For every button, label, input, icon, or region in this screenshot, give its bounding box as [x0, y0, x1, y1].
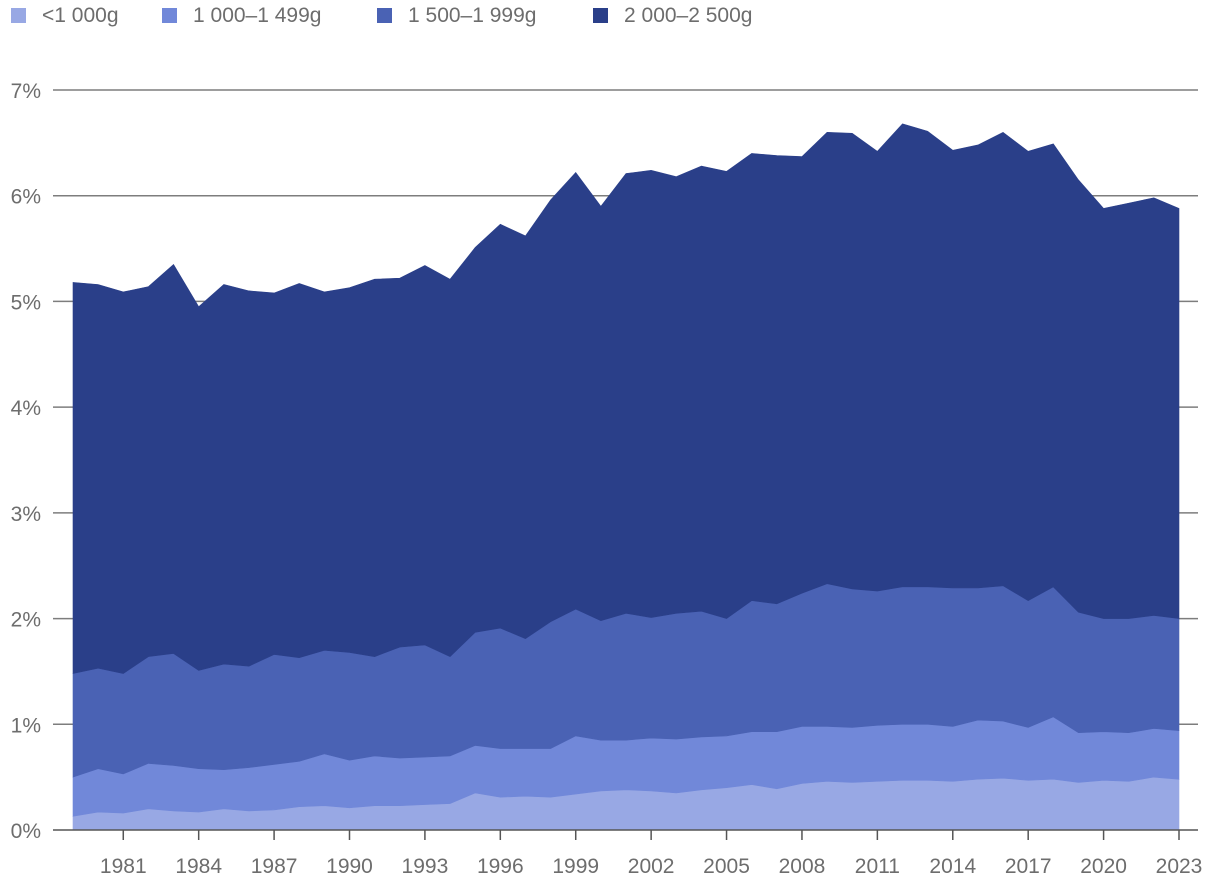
y-tick-label: 1% — [11, 714, 41, 737]
x-tick-label: 2017 — [1005, 855, 1052, 878]
legend-swatch — [377, 8, 392, 23]
x-tick-label: 1993 — [402, 855, 449, 878]
x-tick-label: 2011 — [855, 855, 900, 878]
legend-swatch — [11, 8, 26, 23]
legend-swatch — [593, 8, 608, 23]
plot-area — [72, 123, 1180, 831]
x-tick-label: 2020 — [1080, 855, 1127, 878]
y-tick-label: 0% — [11, 820, 41, 843]
x-tick-label: 2014 — [929, 855, 976, 878]
area-series-4 — [72, 123, 1180, 674]
y-tick-label: 2% — [11, 609, 41, 632]
y-tick-label: 7% — [11, 80, 41, 103]
y-axis: 0% 1% 2% 3% 4% 5% 6% 7% — [11, 80, 41, 843]
legend-label: <1 000g — [42, 4, 119, 27]
legend: <1 000g 1 000–1 499g 1 500–1 999g 2 000–2 5… — [11, 4, 752, 27]
x-axis: 1981 1984 1987 1990 1993 1996 1999 2002 2005 2008… — [100, 830, 1202, 878]
x-tick-label: 1981 — [100, 855, 147, 878]
legend-label: 2 000–2 500g — [624, 4, 752, 27]
x-tick-label: 2023 — [1156, 855, 1203, 878]
x-tick-label: 1984 — [175, 855, 222, 878]
x-tick-label: 1996 — [477, 855, 524, 878]
legend-label: 1 000–1 499g — [193, 4, 321, 27]
legend-label: 1 500–1 999g — [408, 4, 536, 27]
legend-swatch — [162, 8, 177, 23]
x-tick-label: 1999 — [552, 855, 599, 878]
x-tick-label: 2002 — [628, 855, 675, 878]
y-tick-label: 6% — [11, 186, 41, 209]
x-tick-label: 2008 — [779, 855, 826, 878]
x-tick-label: 1990 — [326, 855, 373, 878]
y-tick-label: 4% — [11, 397, 41, 420]
x-tick-label: 1987 — [251, 855, 298, 878]
y-tick-label: 3% — [11, 503, 41, 526]
x-tick-label: 2005 — [703, 855, 750, 878]
y-tick-label: 5% — [11, 291, 41, 314]
